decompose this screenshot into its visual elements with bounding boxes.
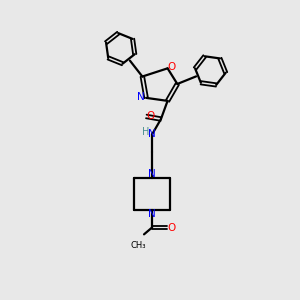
Text: N: N (137, 92, 145, 102)
Text: O: O (167, 223, 176, 232)
Text: H: H (142, 127, 149, 137)
Text: O: O (146, 112, 154, 122)
Text: N: N (148, 130, 156, 140)
Text: O: O (168, 61, 176, 72)
Text: N: N (148, 209, 156, 219)
Text: N: N (148, 169, 156, 179)
Text: CH₃: CH₃ (131, 241, 146, 250)
